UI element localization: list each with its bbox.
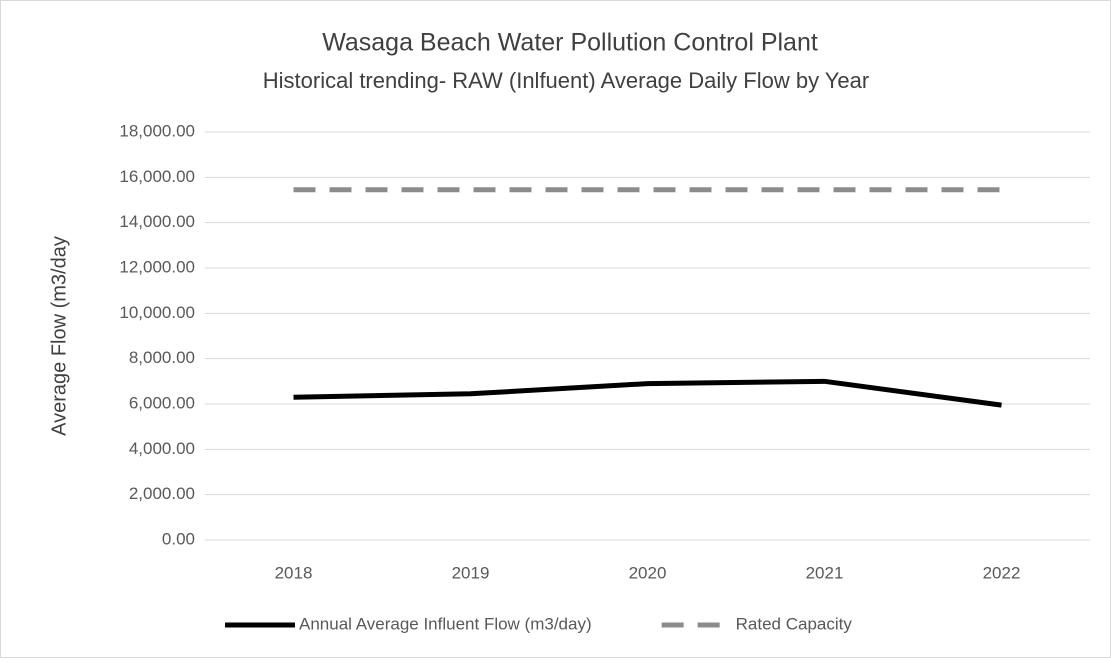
y-axis-label: Average Flow (m3/day — [48, 236, 70, 436]
y-tick-label: 16,000.00 — [119, 167, 195, 186]
x-tick-label: 2021 — [806, 563, 844, 582]
y-tick-label: 18,000.00 — [119, 121, 195, 140]
y-tick-label: 14,000.00 — [119, 212, 195, 231]
legend-label: Rated Capacity — [736, 614, 853, 633]
y-tick-label: 4,000.00 — [129, 439, 195, 458]
legend-label: Annual Average Influent Flow (m3/day) — [299, 614, 592, 633]
x-tick-label: 2020 — [629, 563, 667, 582]
x-tick-label: 2019 — [452, 563, 490, 582]
y-tick-label: 6,000.00 — [129, 393, 195, 412]
chart-title: Wasaga Beach Water Pollution Control Pla… — [322, 29, 818, 57]
y-tick-label: 8,000.00 — [129, 348, 195, 367]
y-tick-label: 12,000.00 — [119, 257, 195, 276]
y-tick-label: 2,000.00 — [129, 484, 195, 503]
x-tick-label: 2022 — [983, 563, 1021, 582]
y-tick-label: 10,000.00 — [119, 303, 195, 322]
x-tick-label: 2018 — [275, 563, 313, 582]
chart-subtitle: Historical trending- RAW (Inlfuent) Aver… — [263, 68, 869, 93]
y-tick-label: 0.00 — [162, 529, 195, 548]
series-line — [293, 378, 1002, 408]
